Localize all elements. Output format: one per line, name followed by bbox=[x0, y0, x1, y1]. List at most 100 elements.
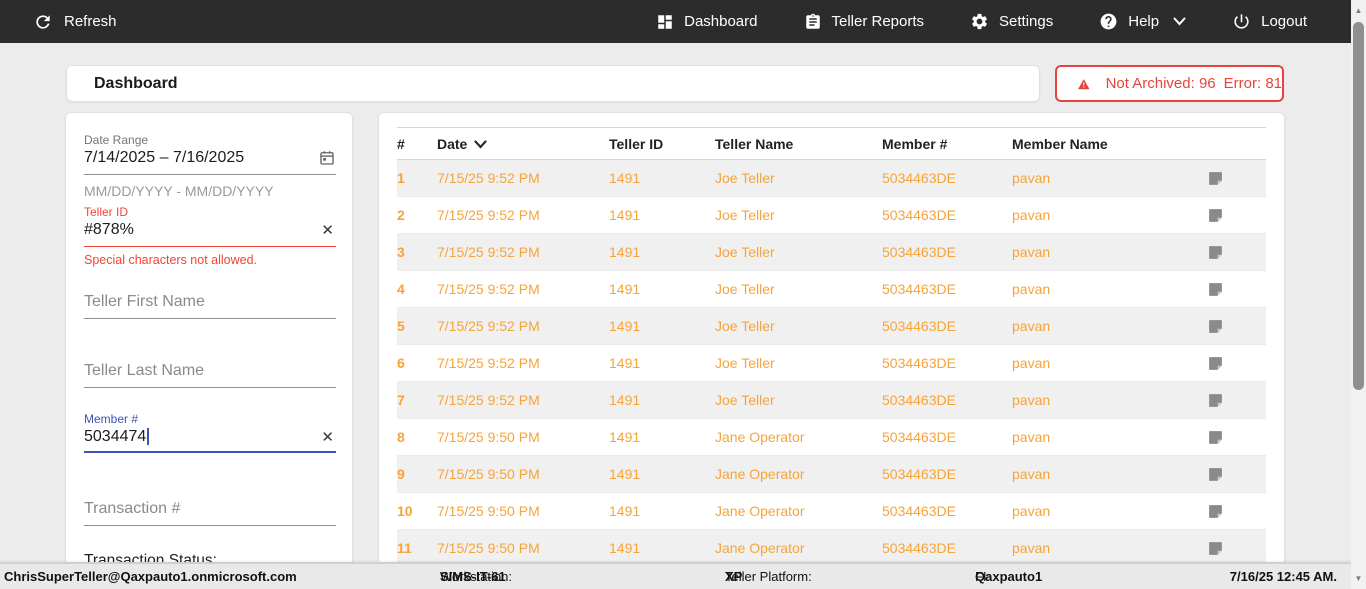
note-icon[interactable] bbox=[1207, 318, 1224, 335]
table-row[interactable]: 5 7/15/25 9:52 PM 1491 Joe Teller 503446… bbox=[397, 308, 1266, 345]
cell-teller-name: Jane Operator bbox=[715, 540, 805, 556]
table-row[interactable]: 1 7/15/25 9:52 PM 1491 Joe Teller 503446… bbox=[397, 160, 1266, 197]
cell-teller-name: Jane Operator bbox=[715, 466, 805, 482]
nav-item-label: Teller Reports bbox=[831, 13, 925, 30]
note-icon[interactable] bbox=[1207, 392, 1224, 409]
filters-panel: Date Range 7/14/2025 – 7/16/2025 MM/DD/Y… bbox=[65, 112, 353, 563]
transaction-number-field[interactable]: Transaction # bbox=[84, 500, 336, 526]
cell-date: 7/15/25 9:50 PM bbox=[437, 503, 540, 519]
table-row[interactable]: 7 7/15/25 9:52 PM 1491 Joe Teller 503446… bbox=[397, 382, 1266, 419]
help-circle-icon bbox=[1099, 12, 1118, 31]
refresh-icon bbox=[33, 12, 53, 32]
cell-teller-name: Joe Teller bbox=[715, 170, 775, 186]
cell-teller-id: 1491 bbox=[609, 318, 641, 334]
cell-date: 7/15/25 9:52 PM bbox=[437, 170, 540, 186]
cell-teller-id: 1491 bbox=[609, 244, 641, 260]
note-icon[interactable] bbox=[1207, 244, 1224, 261]
table-header-row: # Date Teller ID Teller Name Member # Me… bbox=[397, 127, 1266, 160]
cell-teller-name: Joe Teller bbox=[715, 207, 775, 223]
cell-date: 7/15/25 9:52 PM bbox=[437, 318, 540, 334]
cell-row-number: 11 bbox=[397, 540, 412, 556]
note-icon[interactable] bbox=[1207, 355, 1224, 372]
scroll-down-arrow[interactable]: ▼ bbox=[1354, 574, 1363, 583]
nav-item-teller-reports[interactable]: Teller Reports bbox=[804, 13, 925, 31]
column-header-teller-id: Teller ID bbox=[609, 135, 664, 152]
not-archived-alert-badge[interactable]: Not Archived: 96 Error: 81 bbox=[1055, 65, 1284, 102]
cell-member-number: 5034463DE bbox=[882, 540, 956, 556]
dashboard-grid-icon bbox=[656, 13, 674, 31]
column-header-teller-name: Teller Name bbox=[715, 135, 794, 152]
teller-first-name-field[interactable]: Teller First Name bbox=[84, 293, 336, 319]
clear-icon[interactable]: ✕ bbox=[321, 428, 334, 446]
nav-item-label: Settings bbox=[999, 13, 1054, 30]
table-row[interactable]: 8 7/15/25 9:50 PM 1491 Jane Operator 503… bbox=[397, 419, 1266, 456]
date-range-field[interactable]: 7/14/2025 – 7/16/2025 bbox=[84, 149, 336, 175]
cell-member-number: 5034463DE bbox=[882, 355, 956, 371]
cell-row-number: 6 bbox=[397, 355, 405, 371]
teller-last-name-field[interactable]: Teller Last Name bbox=[84, 362, 336, 388]
cell-member-name: pavan bbox=[1012, 281, 1051, 297]
table-row[interactable]: 11 7/15/25 9:50 PM 1491 Jane Operator 50… bbox=[397, 530, 1266, 562]
note-icon[interactable] bbox=[1207, 429, 1224, 446]
column-header-date[interactable]: Date bbox=[437, 136, 609, 152]
cell-member-name: pavan bbox=[1012, 207, 1051, 223]
cell-member-number: 5034463DE bbox=[882, 429, 956, 445]
cell-row-number: 10 bbox=[397, 503, 413, 519]
cell-member-name: pavan bbox=[1012, 540, 1051, 556]
clear-icon[interactable]: ✕ bbox=[321, 221, 334, 239]
cell-member-name: pavan bbox=[1012, 318, 1051, 334]
cell-member-name: pavan bbox=[1012, 170, 1051, 186]
nav-item-settings[interactable]: Settings bbox=[970, 12, 1053, 31]
nav-item-help[interactable]: Help bbox=[1099, 12, 1186, 31]
gear-icon bbox=[970, 12, 989, 31]
cell-teller-name: Joe Teller bbox=[715, 392, 775, 408]
cell-member-name: pavan bbox=[1012, 503, 1051, 519]
member-number-field[interactable]: 5034474 ✕ bbox=[84, 428, 336, 453]
column-header-num: # bbox=[397, 135, 405, 152]
member-number-label: Member # bbox=[84, 412, 139, 426]
cell-date: 7/15/25 9:52 PM bbox=[437, 281, 540, 297]
table-row[interactable]: 4 7/15/25 9:52 PM 1491 Joe Teller 503446… bbox=[397, 271, 1266, 308]
cell-teller-id: 1491 bbox=[609, 466, 641, 482]
error-count: 81 bbox=[1265, 75, 1282, 92]
status-datetime: 7/16/25 12:45 AM. bbox=[1229, 569, 1337, 584]
cell-teller-id: 1491 bbox=[609, 392, 641, 408]
teller-id-field[interactable]: #878% ✕ bbox=[84, 221, 336, 247]
date-range-hint: MM/DD/YYYY - MM/DD/YYYY bbox=[84, 183, 274, 199]
teller-id-label: Teller ID bbox=[84, 205, 129, 219]
calendar-icon[interactable] bbox=[318, 149, 336, 167]
cell-row-number: 5 bbox=[397, 318, 405, 334]
clipboard-icon bbox=[804, 13, 822, 31]
scroll-up-arrow[interactable]: ▲ bbox=[1354, 6, 1363, 15]
vertical-scrollbar[interactable]: ▲ ▼ bbox=[1351, 0, 1366, 589]
cell-member-name: pavan bbox=[1012, 244, 1051, 260]
nav-item-dashboard[interactable]: Dashboard bbox=[656, 13, 758, 31]
note-icon[interactable] bbox=[1207, 170, 1224, 187]
note-icon[interactable] bbox=[1207, 503, 1224, 520]
nav-item-logout[interactable]: Logout bbox=[1232, 12, 1307, 31]
note-icon[interactable] bbox=[1207, 466, 1224, 483]
page-title: Dashboard bbox=[94, 74, 178, 92]
table-row[interactable]: 6 7/15/25 9:52 PM 1491 Joe Teller 503446… bbox=[397, 345, 1266, 382]
cell-row-number: 4 bbox=[397, 281, 405, 297]
error-label: Error: bbox=[1223, 75, 1262, 92]
table-row[interactable]: 9 7/15/25 9:50 PM 1491 Jane Operator 503… bbox=[397, 456, 1266, 493]
note-icon[interactable] bbox=[1207, 540, 1224, 557]
note-icon[interactable] bbox=[1207, 207, 1224, 224]
table-row[interactable]: 3 7/15/25 9:52 PM 1491 Joe Teller 503446… bbox=[397, 234, 1266, 271]
nav-item-label: Dashboard bbox=[684, 13, 758, 30]
table-body: 1 7/15/25 9:52 PM 1491 Joe Teller 503446… bbox=[397, 160, 1266, 562]
note-icon[interactable] bbox=[1207, 281, 1224, 298]
not-archived-label: Not Archived: bbox=[1105, 75, 1195, 92]
table-row[interactable]: 10 7/15/25 9:50 PM 1491 Jane Operator 50… bbox=[397, 493, 1266, 530]
table-row[interactable]: 2 7/15/25 9:52 PM 1491 Joe Teller 503446… bbox=[397, 197, 1266, 234]
cell-teller-name: Joe Teller bbox=[715, 244, 775, 260]
scrollbar-thumb[interactable] bbox=[1353, 22, 1364, 390]
top-nav-bar: Refresh Dashboard Teller Reports Setting… bbox=[0, 0, 1351, 43]
results-table-card: # Date Teller ID Teller Name Member # Me… bbox=[378, 112, 1285, 563]
cell-member-number: 5034463DE bbox=[882, 466, 956, 482]
cell-teller-name: Jane Operator bbox=[715, 503, 805, 519]
power-icon bbox=[1232, 12, 1251, 31]
cell-teller-id: 1491 bbox=[609, 207, 641, 223]
refresh-button[interactable]: Refresh bbox=[33, 12, 117, 32]
